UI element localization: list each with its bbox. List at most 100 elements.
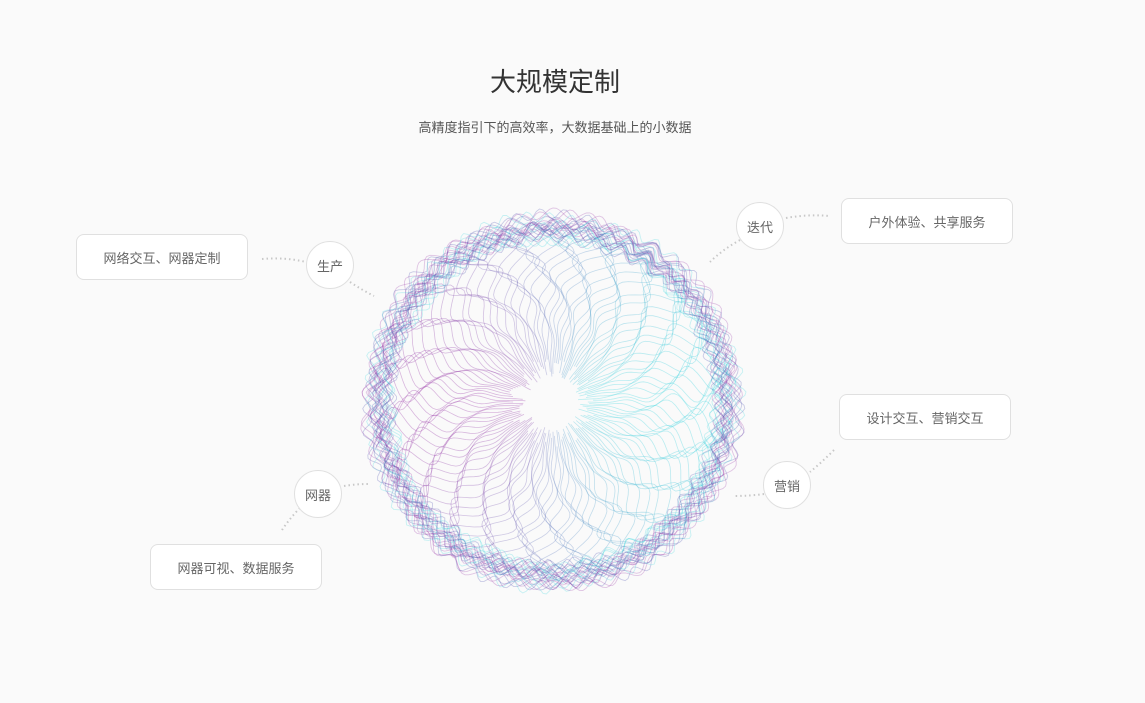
sphere-spoke [500,441,547,575]
sphere-spoke [562,436,615,572]
sphere-spoke [455,245,541,379]
sphere-rim [379,223,733,579]
sphere-spoke [588,420,721,492]
sphere-spoke [443,258,537,374]
sphere-spoke [558,432,603,578]
sphere-spoke [529,437,567,582]
sphere-spoke [577,270,686,379]
sphere-rim [385,230,725,572]
sphere-spoke [562,433,612,576]
sphere-spoke [372,395,524,429]
device-description-box: 网器可视、数据服务 [150,544,322,590]
sphere-spoke [560,228,605,361]
sphere-spoke [374,410,513,451]
sphere-rim [362,208,746,591]
sphere-spoke [389,326,514,390]
sphere-rim [383,235,723,574]
sphere-spoke [561,225,615,376]
sphere-rim [379,224,731,577]
sphere-spoke [572,268,683,385]
sphere-spoke [388,319,531,391]
sphere-spoke [484,235,545,370]
sphere-spoke [410,284,525,375]
sphere-rim [381,228,725,570]
sphere-spoke [440,255,534,372]
sphere-spoke [573,240,653,367]
sphere-spoke [586,407,733,448]
sphere-spoke [589,392,732,429]
sphere-spoke [375,407,520,441]
sphere-spoke [449,428,534,560]
sphere-spoke [372,362,514,397]
sphere-spoke [485,234,542,368]
sphere-spoke [377,406,520,445]
sphere-spoke [398,303,527,387]
sphere-spoke [574,261,675,375]
connector-marketing-sphere [733,493,765,497]
sphere-spoke [585,357,728,398]
sphere-rim [360,209,742,591]
sphere-rim [384,236,723,574]
sphere-spoke [569,442,633,574]
sphere-spoke [579,357,730,397]
sphere-rim [360,207,745,592]
sphere-spoke [484,442,539,577]
sphere-rim [371,223,729,583]
sphere-spoke [380,412,520,472]
sphere-spoke [578,300,714,386]
sphere-spoke [409,282,528,382]
sphere-spoke [487,230,539,363]
sphere-spoke [375,373,526,411]
sphere-spoke [567,432,644,564]
sphere-spoke [450,432,538,551]
sphere-spoke [525,221,558,372]
sphere-spoke [556,430,593,582]
iteration-node[interactable]: 迭代 [736,202,784,250]
sphere-spoke [587,383,734,416]
sphere-spoke [388,419,520,487]
sphere-spoke [422,271,533,381]
sphere-spoke [449,432,533,561]
sphere-spoke [565,425,656,551]
device-node[interactable]: 网器 [294,470,342,518]
sphere-spoke [376,400,523,439]
sphere-spoke [414,422,532,521]
connector-device-box [281,507,301,531]
sphere-spoke [583,414,716,488]
marketing-node[interactable]: 营销 [763,461,811,509]
sphere-spoke [569,250,653,380]
sphere-spoke [466,233,534,362]
sphere-spoke [563,249,650,380]
sphere-spoke [413,421,535,526]
sphere-spoke [375,354,510,393]
sphere-rim [370,215,742,589]
sphere-spoke [390,413,522,483]
sphere-spoke [557,227,597,365]
marketing-description-box: 设计交互、营销交互 [839,394,1011,440]
sphere-rim [371,218,734,580]
sphere-spoke [593,377,734,410]
production-node[interactable]: 生产 [306,241,354,289]
sphere-spoke [575,420,685,527]
data-sphere-graphic [360,207,747,595]
sphere-rim [378,228,723,574]
sphere-spoke [577,312,712,390]
sphere-spoke [449,252,535,377]
sphere-spoke [534,222,564,377]
sphere-spoke [423,430,529,538]
sphere-spoke [396,414,525,492]
sphere-spoke [561,439,614,572]
sphere-spoke [567,422,655,558]
sphere-spoke [581,422,692,525]
sphere-spoke [578,408,729,454]
sphere-spoke [570,424,666,555]
sphere-rim [376,224,727,575]
sphere-spoke [495,229,548,376]
sphere-spoke [490,432,545,577]
sphere-spoke [382,318,521,387]
sphere-rim [364,211,747,595]
sphere-rim [365,218,737,589]
sphere-rim [373,220,734,579]
sphere-spoke [563,242,640,378]
